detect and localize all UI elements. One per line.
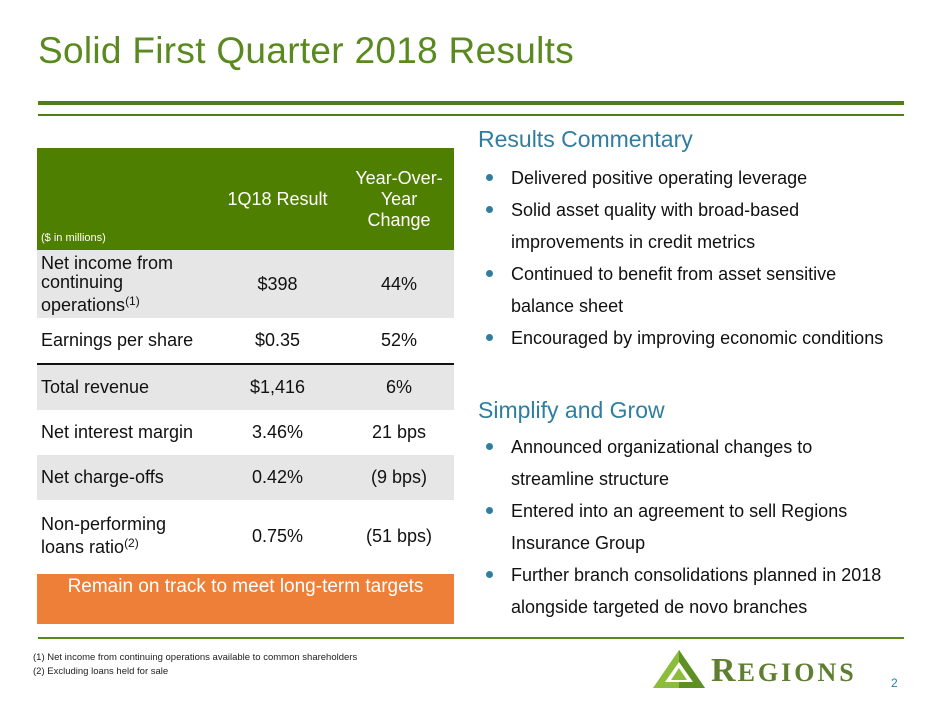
row-label: Net income from continuing operations(1) — [37, 250, 211, 318]
title-rule-thick — [38, 101, 904, 105]
table-row: Total revenue $1,416 6% — [37, 363, 454, 410]
row-change: (51 bps) — [365, 525, 433, 546]
regions-wordmark: REGIONS — [711, 652, 857, 689]
row-result: 3.46% — [251, 422, 304, 442]
regions-pyramid-icon — [653, 650, 705, 688]
result-column-header: 1Q18 Result — [211, 148, 344, 250]
row-change: 21 bps — [371, 422, 427, 442]
footnote-2: (2) Excluding loans held for sale — [33, 666, 169, 677]
targets-banner: Remain on track to meet long-term target… — [37, 574, 454, 624]
bullet-icon — [486, 443, 493, 450]
row-result: 0.42% — [211, 455, 344, 500]
row-label: Earnings per share — [41, 330, 194, 350]
bullet-icon — [486, 206, 493, 213]
row-change: 6% — [344, 363, 454, 410]
list-item: Announced organizational changes to stre… — [486, 431, 886, 495]
bullet-icon — [486, 334, 493, 341]
regions-logo: REGIONS — [651, 648, 897, 692]
row-label: Net charge-offs — [37, 455, 211, 500]
row-result: $398 — [211, 250, 344, 318]
row-label: Non-performing loans ratio(2) — [41, 514, 167, 557]
list-item: Encouraged by improving economic conditi… — [486, 322, 886, 354]
simplify-grow-heading: Simplify and Grow — [478, 397, 665, 423]
list-item: Entered into an agreement to sell Region… — [486, 495, 886, 559]
table-header-row: ($ in millions) 1Q18 Result Year-Over-Ye… — [37, 148, 454, 250]
list-item: Delivered positive operating leverage — [486, 162, 886, 194]
page-number: 2 — [891, 676, 898, 690]
footnotes: (1) Net income from continuing operation… — [33, 651, 357, 679]
list-item: Solid asset quality with broad-based imp… — [486, 194, 886, 258]
units-label: ($ in millions) — [37, 148, 211, 250]
table-row: Non-performing loans ratio(2) 0.75% (51 … — [37, 500, 454, 572]
row-change: 44% — [344, 250, 454, 318]
table-row: Net interest margin 3.46% 21 bps — [37, 410, 454, 455]
simplify-grow-list: Announced organizational changes to stre… — [486, 431, 886, 623]
footer-rule — [38, 637, 904, 639]
bullet-icon — [486, 571, 493, 578]
table-row: Net charge-offs 0.42% (9 bps) — [37, 455, 454, 500]
footnote-1: (1) Net income from continuing operation… — [33, 652, 358, 663]
table-row: Earnings per share $0.35 52% — [37, 318, 454, 364]
row-label: Net interest margin — [41, 422, 194, 442]
row-change: (9 bps) — [344, 455, 454, 500]
row-result: $0.35 — [254, 330, 301, 350]
results-commentary-list: Delivered positive operating leverage So… — [486, 162, 886, 354]
title-rule-thin — [38, 114, 904, 116]
list-item: Continued to benefit from asset sensitiv… — [486, 258, 886, 322]
row-result: $1,416 — [211, 363, 344, 410]
change-column-header: Year-Over-Year Change — [344, 148, 454, 250]
list-item: Further branch consolidations planned in… — [486, 559, 886, 623]
table-row: Net income from continuing operations(1)… — [37, 250, 454, 318]
results-table: ($ in millions) 1Q18 Result Year-Over-Ye… — [37, 148, 454, 572]
page-title: Solid First Quarter 2018 Results — [38, 30, 575, 71]
bullet-icon — [486, 507, 493, 514]
bullet-icon — [486, 174, 493, 181]
bullet-icon — [486, 270, 493, 277]
row-label: Total revenue — [37, 363, 211, 410]
row-result: 0.75% — [251, 525, 304, 546]
results-commentary-heading: Results Commentary — [478, 126, 693, 152]
row-change: 52% — [380, 330, 418, 350]
